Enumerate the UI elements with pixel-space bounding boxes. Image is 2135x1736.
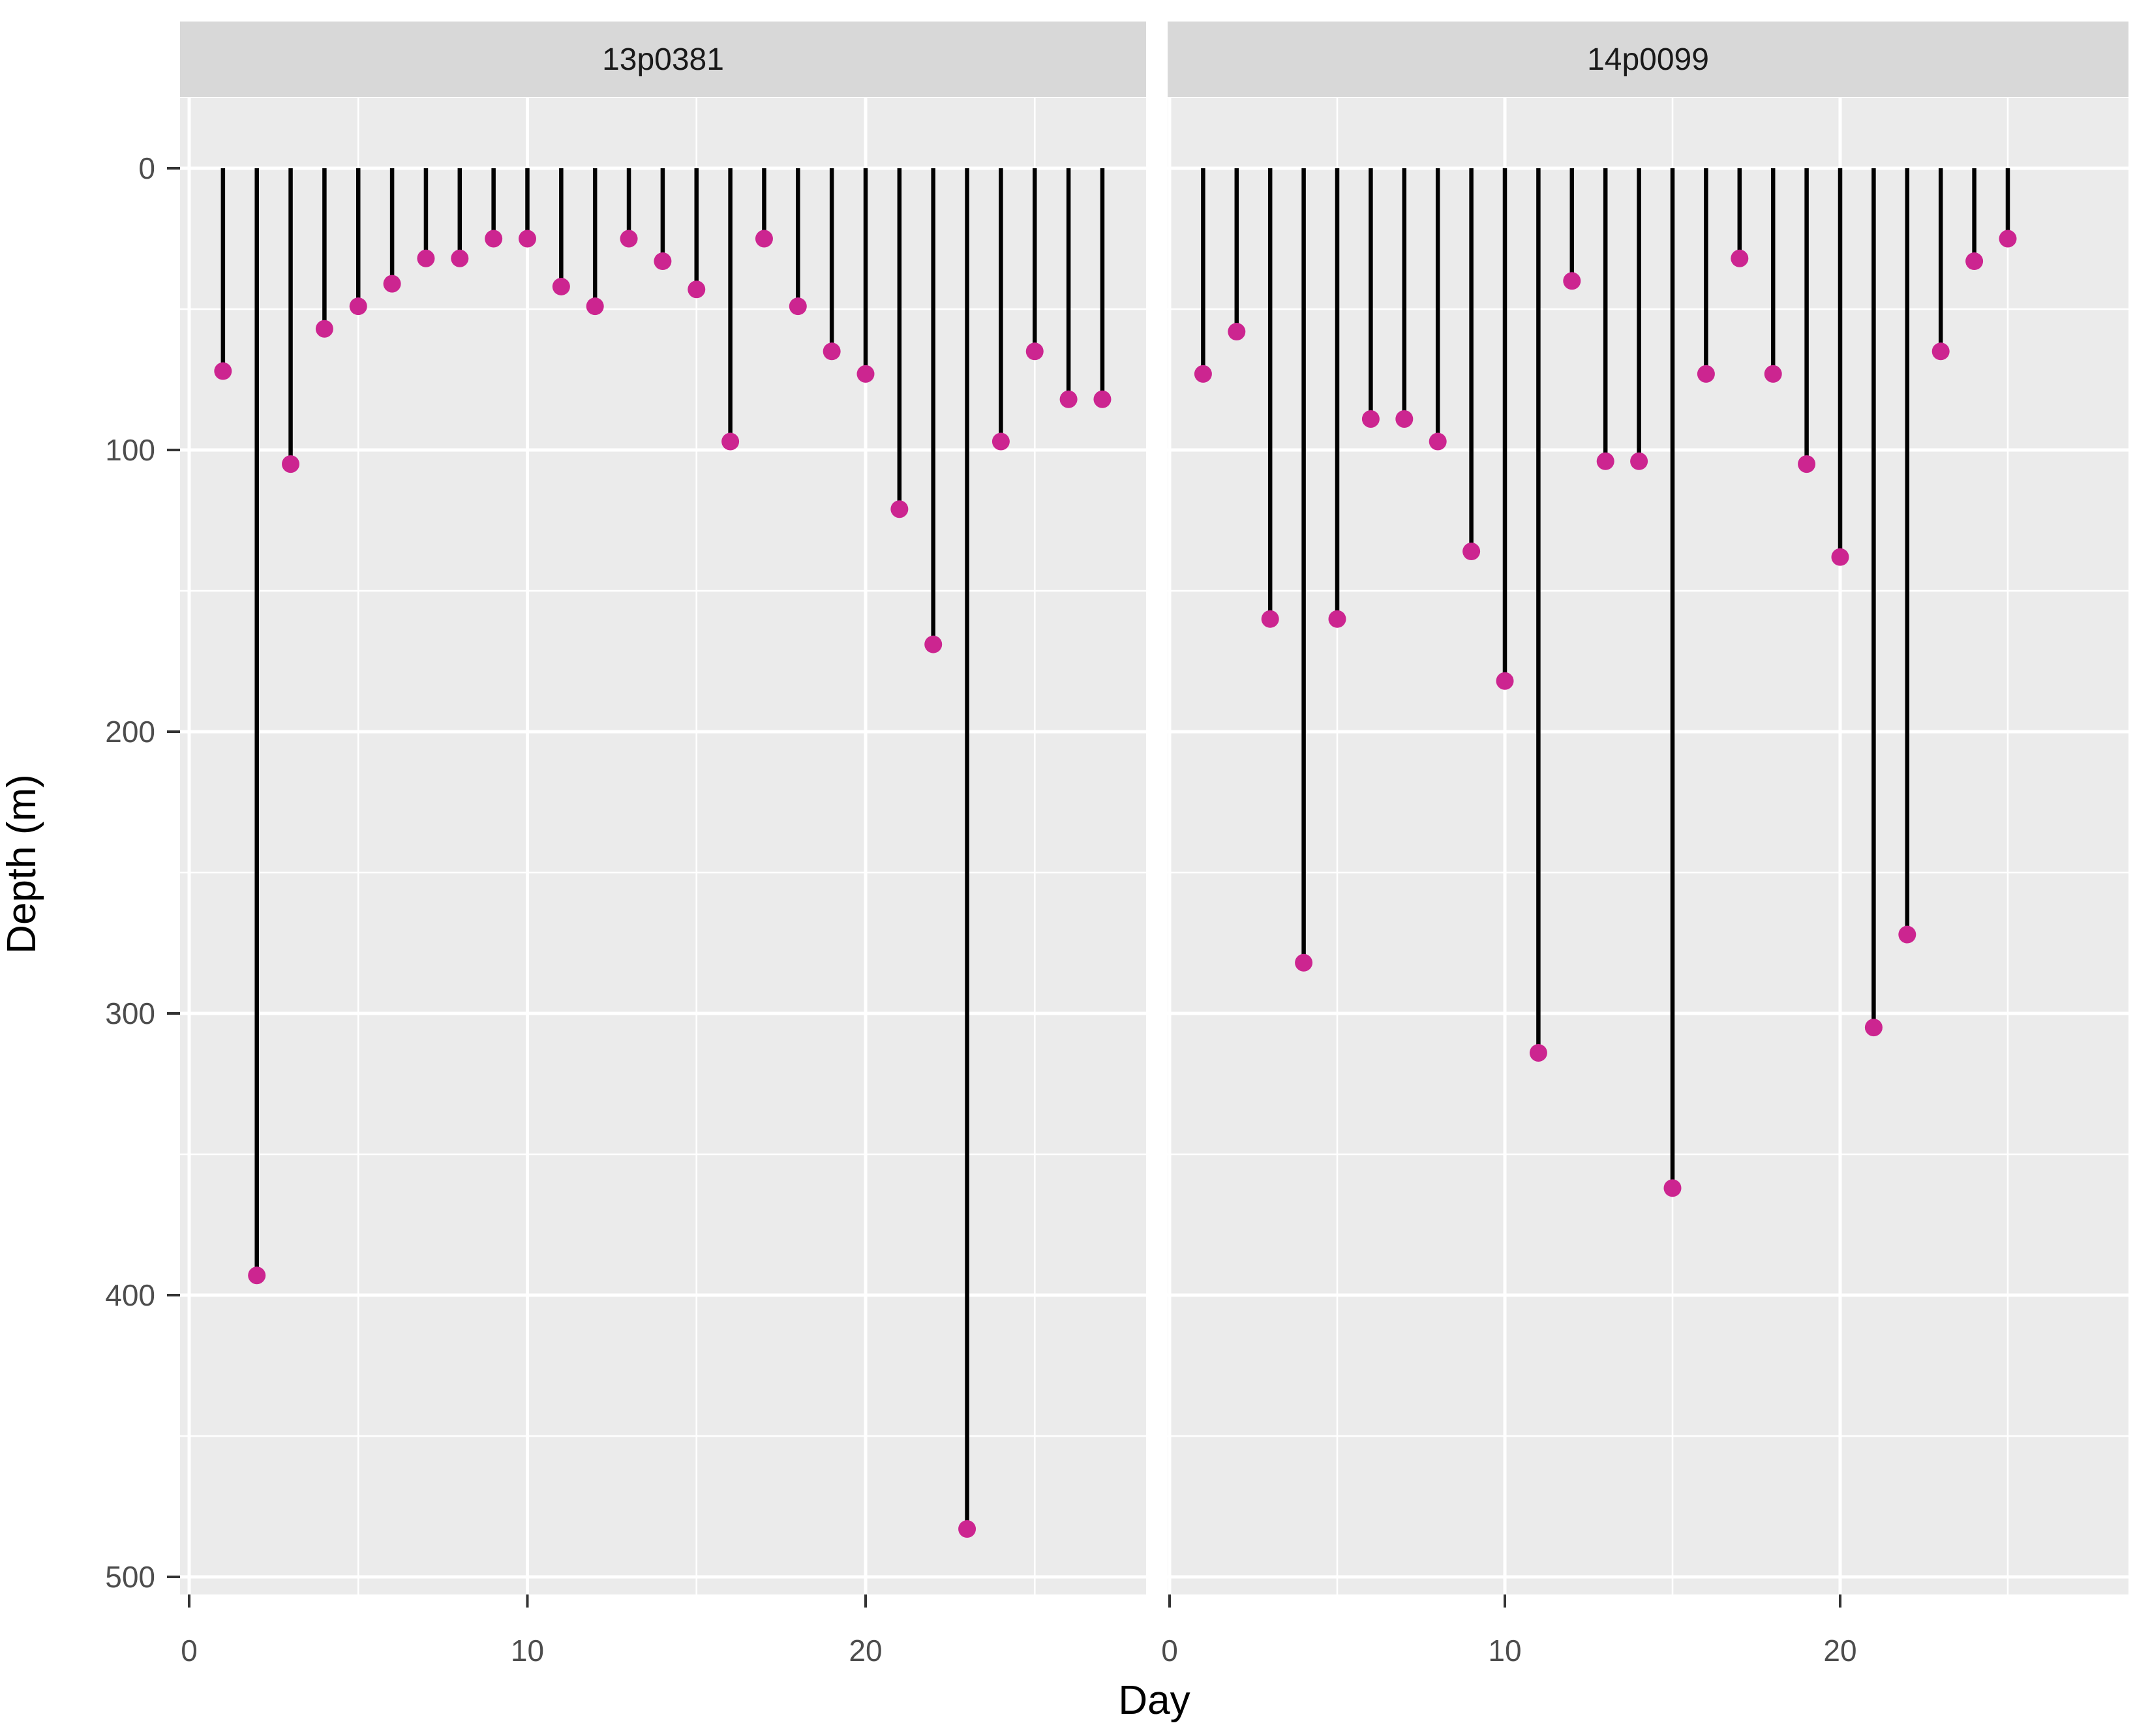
x-tick-label: 10: [511, 1634, 544, 1668]
facet-strip-1-label: 13p0381: [602, 42, 724, 77]
data-point: [1831, 548, 1849, 566]
data-point: [1563, 272, 1581, 290]
y-tick-label: 0: [138, 151, 155, 185]
y-axis-title: Depth (m): [0, 774, 44, 954]
data-point: [1697, 365, 1715, 383]
data-point: [1798, 455, 1816, 473]
data-point: [755, 230, 773, 248]
y-tick-label: 400: [105, 1278, 155, 1312]
x-tick-label: 10: [1488, 1634, 1521, 1668]
data-point: [958, 1520, 977, 1538]
data-point: [1025, 342, 1044, 361]
data-point: [1328, 610, 1346, 628]
data-point: [1093, 390, 1112, 408]
data-point: [1596, 452, 1614, 470]
data-point: [1999, 230, 2017, 248]
data-point: [924, 635, 943, 653]
data-point: [1395, 410, 1414, 428]
facet-strip-1: 13p0381: [180, 22, 1146, 97]
data-point: [586, 297, 604, 316]
y-tick-label: 300: [105, 996, 155, 1030]
data-point: [519, 230, 536, 248]
data-point: [1931, 342, 1950, 361]
x-tick-label: 20: [849, 1634, 882, 1668]
x-tick-label: 0: [1161, 1634, 1178, 1668]
facet-strip-2: 14p0099: [1168, 22, 2128, 97]
data-point: [1361, 410, 1380, 428]
data-point: [1295, 953, 1313, 972]
data-point: [890, 500, 909, 518]
data-point: [451, 249, 469, 267]
facet-strip-2-label: 14p0099: [1587, 42, 1709, 77]
y-tick-label: 500: [105, 1560, 155, 1594]
x-axis-title: Day: [1118, 1678, 1190, 1723]
data-point: [856, 365, 875, 383]
data-point: [1529, 1043, 1547, 1062]
data-point: [721, 432, 740, 451]
data-point: [552, 277, 570, 295]
data-point: [417, 249, 435, 267]
data-point: [1496, 672, 1514, 690]
data-point: [282, 455, 300, 473]
data-point: [789, 297, 807, 316]
data-point: [1228, 323, 1246, 341]
data-point: [248, 1266, 266, 1285]
data-point: [1663, 1179, 1682, 1197]
data-point: [1059, 390, 1078, 408]
data-point: [315, 320, 333, 338]
data-point: [383, 275, 401, 293]
data-point: [1429, 432, 1447, 451]
data-point: [1864, 1019, 1883, 1037]
panel-background: [1168, 98, 2128, 1594]
y-tick-label: 200: [105, 715, 155, 749]
data-point: [1462, 543, 1481, 561]
data-point: [1731, 249, 1749, 267]
x-tick-label: 20: [1823, 1634, 1856, 1668]
data-point: [823, 342, 841, 361]
data-point: [1630, 452, 1648, 470]
data-point: [1898, 925, 1916, 944]
panel-background: [180, 98, 1146, 1594]
data-point: [1261, 610, 1279, 628]
y-tick-label: 100: [105, 433, 155, 467]
data-point: [1194, 365, 1212, 383]
data-point: [349, 297, 367, 316]
x-tick-label: 0: [181, 1634, 198, 1668]
data-point: [1965, 252, 1984, 271]
data-point: [654, 252, 672, 271]
facet-panel-2: 0 10 20: [1161, 98, 2128, 1668]
facet-panel-1: 0 10 20: [180, 98, 1146, 1668]
data-point: [620, 230, 638, 248]
data-point: [1764, 365, 1782, 383]
data-point: [485, 230, 503, 248]
data-point: [688, 280, 706, 299]
data-point: [214, 362, 232, 380]
data-point: [992, 432, 1010, 451]
